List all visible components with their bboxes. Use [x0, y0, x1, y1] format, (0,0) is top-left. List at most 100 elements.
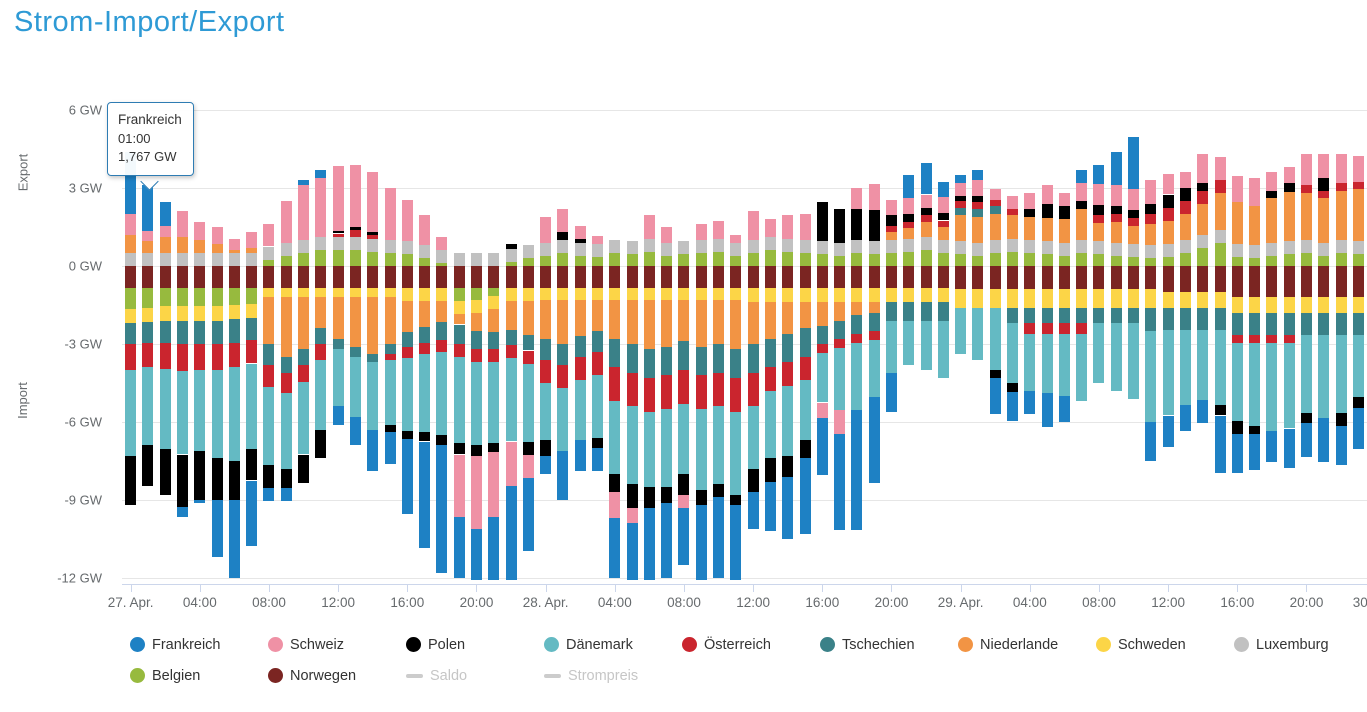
bar-segment-schweiz[interactable] — [834, 410, 846, 434]
bar-segment-österreich[interactable] — [298, 364, 310, 382]
bar-segment-luxemburg[interactable] — [1076, 240, 1088, 253]
bar-segment-belgien[interactable] — [367, 251, 379, 266]
bar-segment-luxemburg[interactable] — [1058, 242, 1070, 256]
bar-segment-tschechien[interactable] — [1145, 307, 1157, 331]
bar-segment-schweiz[interactable] — [972, 180, 984, 196]
bar-segment-norwegen[interactable] — [764, 266, 776, 289]
bar-segment-schweiz[interactable] — [125, 214, 137, 235]
bar-segment-polen[interactable] — [574, 238, 586, 243]
bar-segment-dänemark[interactable] — [1110, 323, 1122, 391]
bar-segment-frankreich[interactable] — [643, 507, 655, 580]
bar-segment-frankreich[interactable] — [834, 433, 846, 530]
bar-segment-polen[interactable] — [332, 230, 344, 234]
bar-segment-tschechien[interactable] — [401, 332, 413, 347]
bar-segment-frankreich[interactable] — [920, 163, 932, 195]
bar-segment-belgien[interactable] — [159, 288, 171, 307]
bar-segment-österreich[interactable] — [453, 344, 465, 357]
bar-segment-schweden[interactable] — [574, 288, 586, 300]
bar-segment-schweiz[interactable] — [298, 185, 310, 240]
bar-segment-luxemburg[interactable] — [592, 243, 604, 257]
bar-segment-schweden[interactable] — [592, 288, 604, 300]
bar-segment-polen[interactable] — [505, 243, 517, 250]
bar-segment-schweiz[interactable] — [626, 507, 638, 524]
bar-segment-schweden[interactable] — [937, 288, 949, 303]
bar-segment-norwegen[interactable] — [1197, 266, 1209, 292]
bar-segment-tschechien[interactable] — [1197, 307, 1209, 330]
bar-segment-schweiz[interactable] — [1318, 154, 1330, 178]
bar-segment-luxemburg[interactable] — [194, 253, 206, 266]
bar-segment-belgien[interactable] — [643, 251, 655, 266]
bar-segment-norwegen[interactable] — [1283, 266, 1295, 298]
bar-segment-luxemburg[interactable] — [626, 241, 638, 255]
bar-segment-polen[interactable] — [920, 207, 932, 216]
bar-segment-norwegen[interactable] — [903, 266, 915, 289]
bar-segment-polen[interactable] — [955, 195, 967, 201]
bar-segment-belgien[interactable] — [505, 262, 517, 266]
bar-segment-dänemark[interactable] — [1041, 333, 1053, 394]
bar-segment-dänemark[interactable] — [609, 401, 621, 474]
bar-segment-belgien[interactable] — [1352, 254, 1364, 266]
bar-segment-österreich[interactable] — [1283, 334, 1295, 343]
bar-segment-tschechien[interactable] — [367, 354, 379, 363]
bar-segment-schweiz[interactable] — [851, 188, 863, 209]
bar-segment-norwegen[interactable] — [384, 266, 396, 289]
bar-segment-polen[interactable] — [1318, 177, 1330, 191]
bar-segment-tschechien[interactable] — [730, 349, 742, 378]
bar-segment-schweden[interactable] — [194, 306, 206, 321]
bar-segment-polen[interactable] — [315, 429, 327, 459]
bar-segment-dänemark[interactable] — [1058, 333, 1070, 396]
bar-segment-schweden[interactable] — [1179, 292, 1191, 308]
bar-segment-frankreich[interactable] — [851, 410, 863, 530]
bar-segment-luxemburg[interactable] — [1128, 243, 1140, 257]
bar-segment-niederlande[interactable] — [315, 297, 327, 329]
bar-segment-schweiz[interactable] — [678, 494, 690, 508]
bar-segment-norwegen[interactable] — [211, 266, 223, 289]
bar-segment-schweiz[interactable] — [592, 236, 604, 244]
bar-segment-tschechien[interactable] — [332, 338, 344, 350]
bar-segment-norwegen[interactable] — [609, 266, 621, 289]
bar-segment-schweiz[interactable] — [764, 219, 776, 238]
bar-segment-niederlande[interactable] — [799, 302, 811, 329]
bar-segment-belgien[interactable] — [349, 250, 361, 266]
bar-segment-schweiz[interactable] — [1214, 156, 1226, 181]
bar-segment-dänemark[interactable] — [298, 381, 310, 455]
bar-segment-schweden[interactable] — [159, 306, 171, 321]
bar-segment-belgien[interactable] — [903, 251, 915, 266]
bar-segment-dänemark[interactable] — [782, 385, 794, 456]
bar-segment-schweiz[interactable] — [1197, 154, 1209, 183]
bar-segment-tschechien[interactable] — [695, 346, 707, 376]
bar-segment-tschechien[interactable] — [851, 315, 863, 334]
bar-segment-luxemburg[interactable] — [1214, 229, 1226, 243]
legend-item-frankreich[interactable]: Frankreich — [130, 629, 268, 660]
bar-segment-luxemburg[interactable] — [1283, 241, 1295, 255]
bar-segment-schweden[interactable] — [1283, 297, 1295, 313]
bar-segment-luxemburg[interactable] — [332, 237, 344, 251]
bar-segment-belgien[interactable] — [332, 250, 344, 266]
bar-segment-belgien[interactable] — [1197, 247, 1209, 266]
bar-segment-polen[interactable] — [1007, 383, 1019, 393]
bar-segment-luxemburg[interactable] — [747, 240, 759, 253]
bar-segment-dänemark[interactable] — [903, 320, 915, 365]
bar-segment-dänemark[interactable] — [955, 307, 967, 355]
bar-segment-schweiz[interactable] — [1266, 172, 1278, 191]
bar-segment-frankreich[interactable] — [816, 418, 828, 476]
bar-segment-tschechien[interactable] — [574, 336, 586, 357]
bar-segment-frankreich[interactable] — [1076, 169, 1088, 183]
bar-segment-belgien[interactable] — [263, 259, 275, 266]
bar-segment-tschechien[interactable] — [1076, 307, 1088, 324]
bar-segment-österreich[interactable] — [159, 342, 171, 369]
bar-segment-polen[interactable] — [1214, 405, 1226, 416]
bar-segment-luxemburg[interactable] — [1335, 240, 1347, 253]
bar-segment-tschechien[interactable] — [228, 319, 240, 343]
bar-segment-frankreich[interactable] — [955, 175, 967, 183]
bar-segment-dänemark[interactable] — [1318, 334, 1330, 419]
legend-item-österreich[interactable]: Österreich — [682, 629, 820, 660]
bar-segment-schweiz[interactable] — [453, 454, 465, 517]
bar-segment-schweiz[interactable] — [609, 492, 621, 519]
bar-segment-polen[interactable] — [228, 461, 240, 500]
bar-segment-niederlande[interactable] — [1058, 219, 1070, 243]
bar-segment-norwegen[interactable] — [1007, 266, 1019, 290]
bar-segment-tschechien[interactable] — [505, 329, 517, 346]
bar-segment-schweden[interactable] — [436, 288, 448, 302]
bar-segment-polen[interactable] — [246, 449, 258, 481]
